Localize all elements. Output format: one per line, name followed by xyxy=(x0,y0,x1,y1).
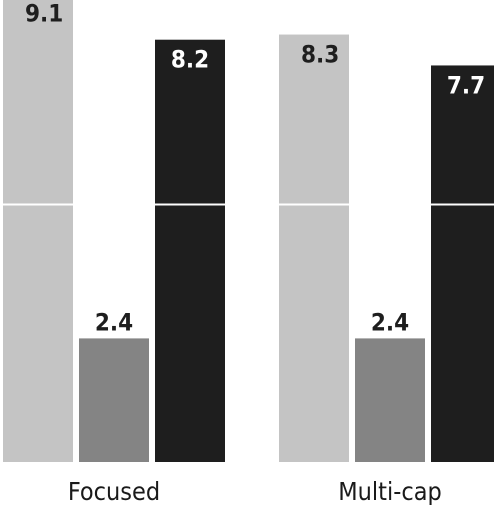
value-label: 2.4 xyxy=(371,308,409,336)
value-label: 8.2 xyxy=(171,46,209,74)
bar-multi-cap-series-3 xyxy=(431,65,494,462)
bar-multi-cap-series-2 xyxy=(355,338,425,462)
category-labels-group: Focused Multi-cap xyxy=(68,477,442,506)
bar-focused-series-3 xyxy=(155,39,225,462)
value-label: 9.1 xyxy=(25,0,63,27)
bar-focused-series-2 xyxy=(79,338,149,462)
value-label: 8.3 xyxy=(301,41,339,69)
value-labels-group: 9.1 2.4 8.2 8.3 2.4 7.7 xyxy=(25,0,485,336)
category-label-multi-cap: Multi-cap xyxy=(338,477,442,506)
bars-group xyxy=(3,0,494,463)
bar-focused-series-1 xyxy=(3,0,73,462)
bar-multi-cap-series-1 xyxy=(279,34,349,463)
value-label: 7.7 xyxy=(447,71,485,99)
category-label-focused: Focused xyxy=(68,477,160,506)
value-label: 2.4 xyxy=(95,308,133,336)
